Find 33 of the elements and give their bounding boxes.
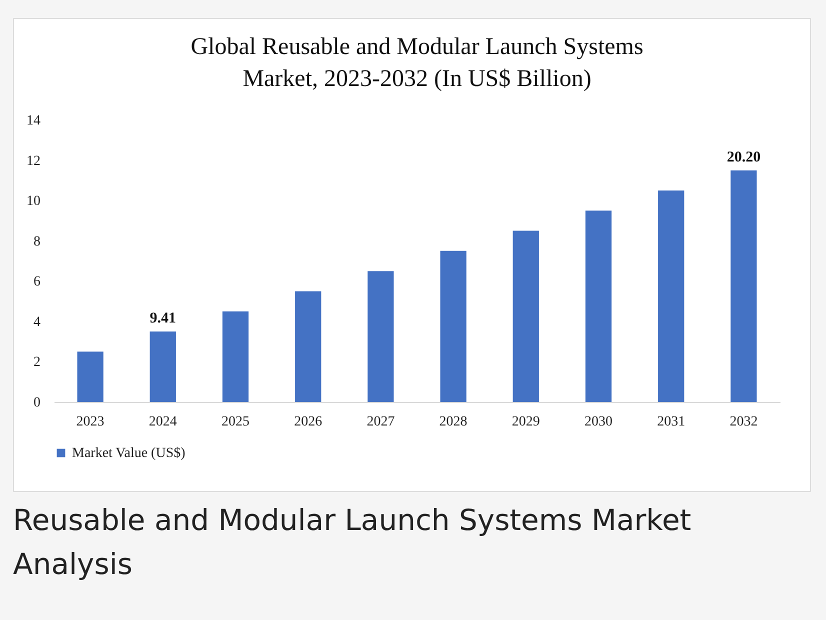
bar — [368, 271, 394, 402]
x-tick-label: 2029 — [512, 414, 540, 430]
y-tick-label: 14 — [26, 114, 40, 128]
y-tick-label: 8 — [34, 234, 40, 250]
chart-title: Global Reusable and Modular Launch Systems Market, 2023-2032 (In US$ Billion) — [190, 34, 644, 92]
x-tick-label: 2026 — [294, 414, 322, 430]
bar — [222, 311, 249, 402]
y-tick-label: 6 — [34, 274, 40, 290]
x-tick-label: 2031 — [657, 414, 686, 430]
bar — [730, 170, 757, 402]
bar — [585, 210, 612, 402]
x-tick-label: 2027 — [366, 414, 395, 430]
y-tick-label: 4 — [34, 314, 40, 330]
text: 9.41 — [150, 310, 176, 326]
bar — [658, 190, 684, 402]
x-tick-label: 2023 — [76, 414, 104, 430]
y-tick-label: 2 — [34, 355, 40, 370]
bar — [295, 291, 322, 402]
x-tick-label: 2028 — [439, 414, 468, 430]
x-tick-label: 2025 — [222, 414, 250, 430]
x-tick-label: 2024 — [148, 414, 177, 430]
bar — [440, 250, 466, 402]
legend-label: Market Value (US$) — [72, 446, 186, 461]
x-tick-label: 2032 — [730, 414, 758, 430]
bar — [77, 352, 104, 402]
x-tick-label: 2030 — [584, 414, 612, 430]
y-tick-label: 10 — [26, 194, 40, 210]
y-tick-label: 0 — [34, 396, 40, 410]
text: Reusable and Modular Launch Systems Market Analysis — [13, 502, 692, 583]
bar — [512, 230, 539, 402]
y-tick-label: 12 — [26, 154, 40, 169]
text: 20.20 — [726, 149, 761, 166]
bar — [150, 332, 176, 402]
